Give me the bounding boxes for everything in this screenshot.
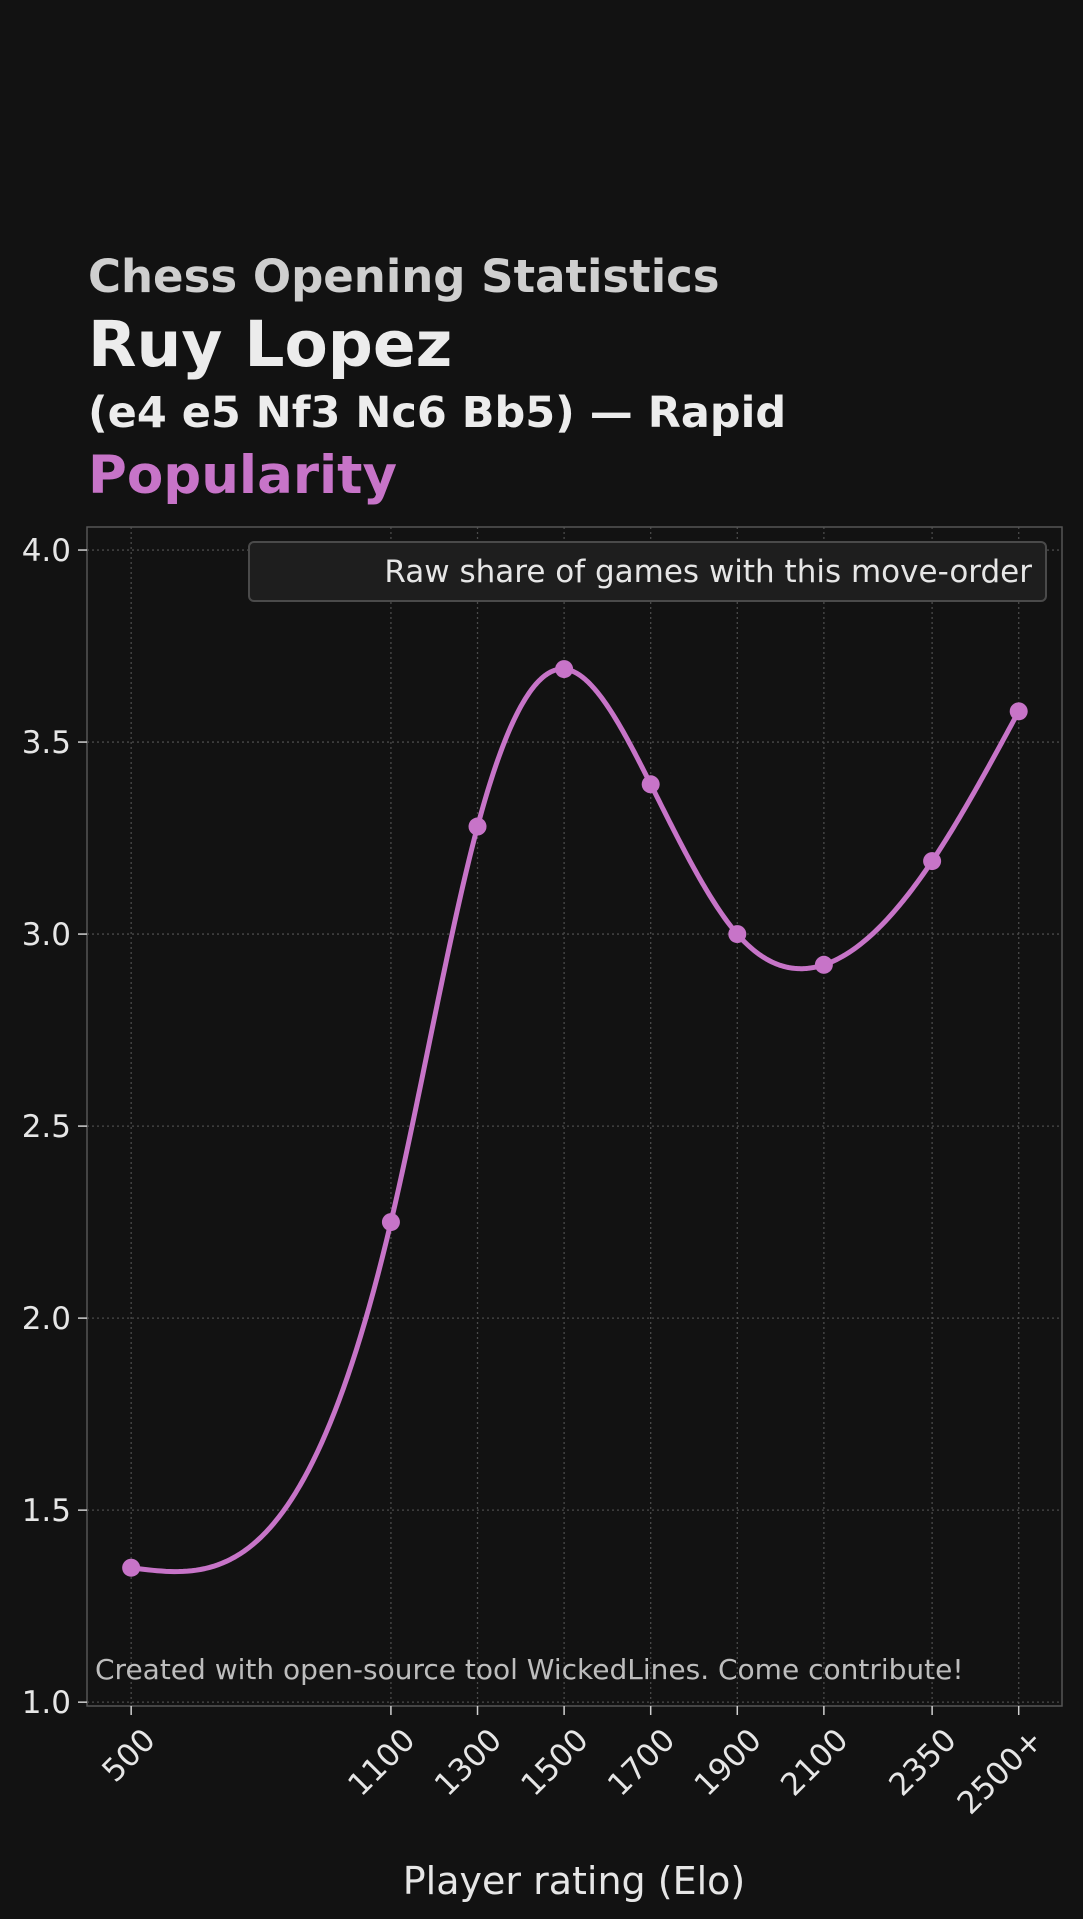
chart-eyebrow-title: Chess Opening Statistics [88, 250, 720, 303]
y-axis: 1.0 1.5 2.0 2.5 3.0 3.5 4.0 [22, 533, 87, 1721]
data-point [381, 1213, 400, 1232]
legend: Raw share of games with this move-order [248, 541, 1047, 602]
data-point [122, 1558, 141, 1577]
x-tick-label: 1100 [341, 1722, 422, 1803]
watermark-annotation: Created with open-source tool WickedLine… [95, 1653, 964, 1686]
x-tick-label: 2100 [774, 1722, 855, 1803]
y-tick-label: 2.5 [22, 1109, 71, 1145]
y-tick-label: 3.5 [22, 725, 71, 761]
data-point [923, 852, 942, 871]
y-tick-label: 1.5 [22, 1493, 71, 1529]
x-tick-label: 1900 [688, 1722, 769, 1803]
data-point [728, 925, 747, 944]
series-points [122, 660, 1028, 1577]
data-point [641, 775, 660, 794]
plot-area-frame [86, 526, 1063, 1707]
y-tick-label: 1.0 [22, 1685, 71, 1721]
opening-moves-subtitle: (e4 e5 Nf3 Nc6 Bb5) — Rapid [88, 388, 787, 438]
series-line [130, 666, 1021, 1575]
data-point [1009, 702, 1028, 721]
metric-title: Popularity [88, 445, 398, 506]
x-axis-label: Player rating (Elo) [403, 1859, 745, 1903]
y-tick-label: 4.0 [22, 533, 71, 569]
x-tick-label: 500 [95, 1722, 162, 1789]
x-tick-label: 1300 [428, 1722, 509, 1803]
x-tick-label: 1500 [514, 1722, 595, 1803]
data-point [555, 660, 574, 679]
x-tick-label: 2350 [882, 1722, 963, 1803]
x-tick-label: 2500+ [951, 1722, 1051, 1822]
grid-lines [87, 527, 1062, 1706]
x-tick-label: 1700 [601, 1722, 682, 1803]
y-tick-label: 2.0 [22, 1301, 71, 1337]
y-tick-label: 3.0 [22, 917, 71, 953]
legend-label: Raw share of games with this move-order [384, 554, 1032, 590]
opening-name-title: Ruy Lopez [88, 308, 453, 381]
legend-box [248, 541, 1047, 602]
data-point [468, 817, 487, 836]
data-point [814, 955, 833, 974]
